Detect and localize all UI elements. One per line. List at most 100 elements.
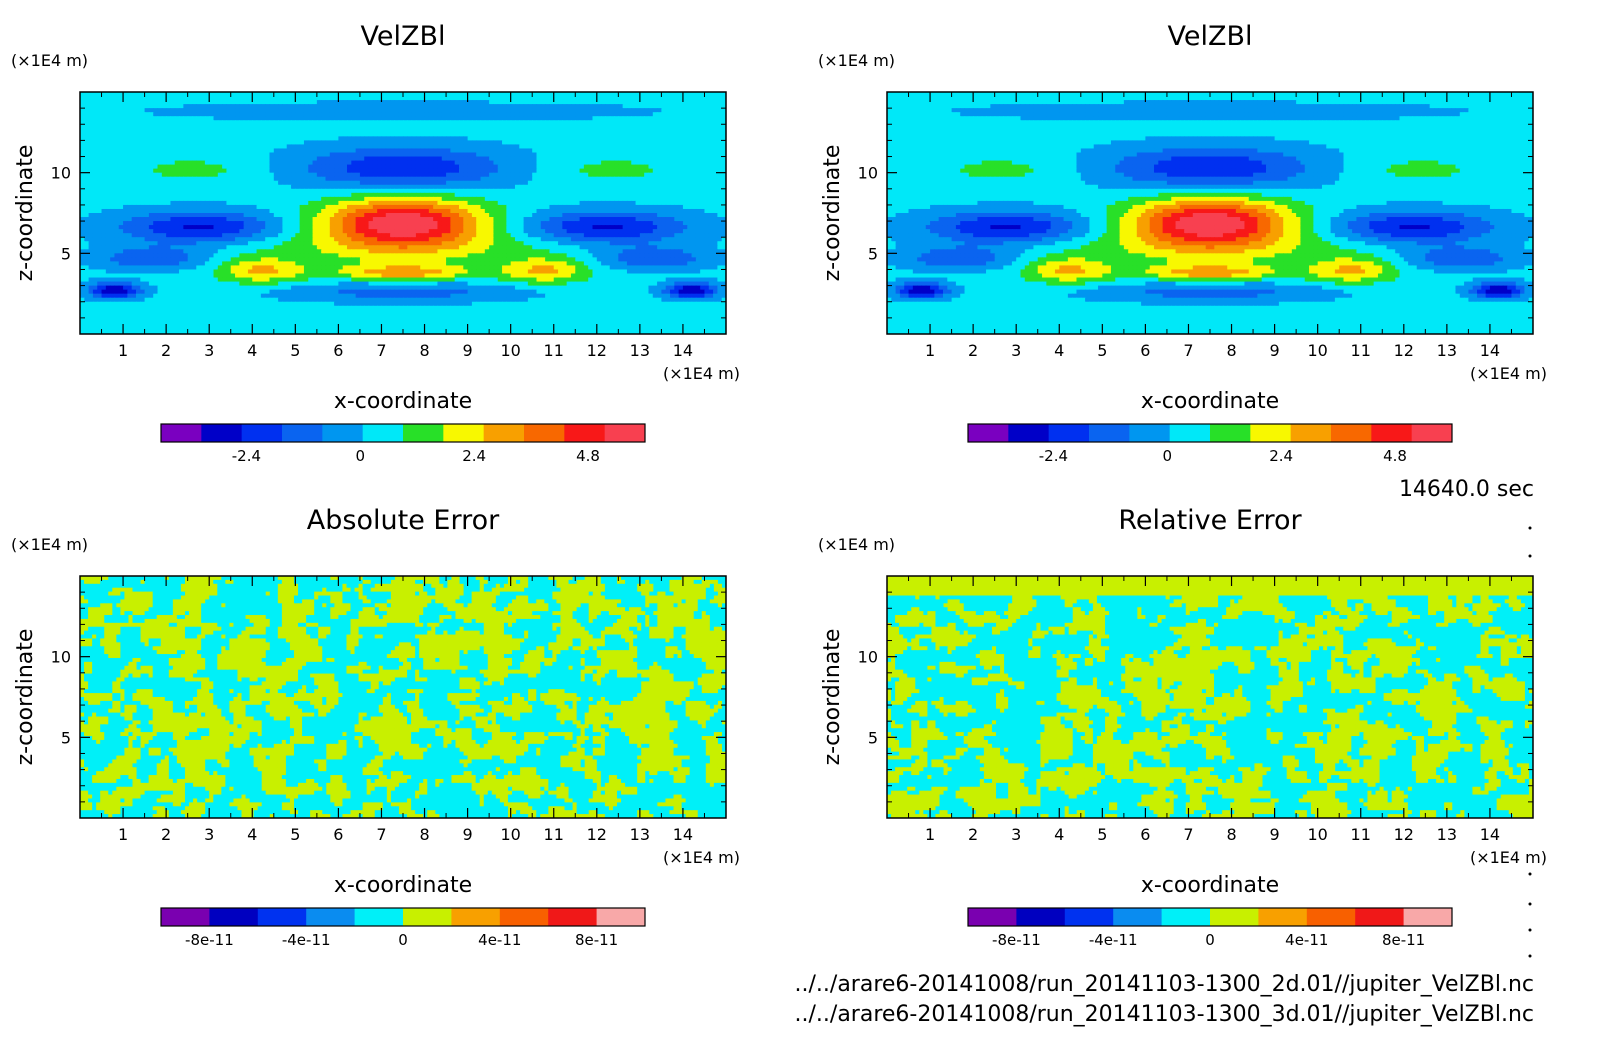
field-cell [114,136,120,141]
field-cell [639,164,645,170]
field-cell [347,156,352,162]
field-cell [252,172,258,178]
field-cell [545,213,551,218]
field-cell [364,192,370,198]
field-cell [510,184,516,190]
field-cell [717,108,723,113]
field-cell [329,136,335,141]
field-cell [170,132,176,137]
field-cell [101,128,107,133]
field-cell [88,148,94,154]
field-cell [407,140,413,146]
field-cell [424,112,430,117]
field-cell [467,213,473,218]
field-cell [105,225,111,230]
field-cell [338,160,344,166]
field-cell [626,192,632,198]
field-cell [704,116,710,121]
field-cell [708,164,714,170]
field-cell [295,124,301,129]
field-cell [286,124,292,129]
field-cell [618,92,624,97]
field-cell [545,156,551,162]
field-cell [588,192,594,198]
field-cell [450,180,456,186]
field-cell [441,156,447,162]
field-cell [144,156,150,162]
field-cell [398,120,404,125]
field-cell [140,176,146,182]
field-cell [670,124,675,129]
field-cell [596,108,602,113]
field-cell [558,188,563,194]
field-cell [549,156,555,162]
field-cell [161,148,167,154]
field-cell [191,140,197,146]
field-cell [282,204,288,210]
field-cell [144,92,150,97]
field-cell [458,136,464,141]
field-cell [721,148,726,154]
field-cell [101,116,107,121]
field-cell [286,221,292,226]
field-cell [316,116,322,121]
field-cell [239,225,245,230]
field-cell [166,136,172,141]
field-cell [458,96,464,101]
field-cell [670,152,675,158]
field-cell [420,100,426,105]
field-cell [157,225,163,230]
field-cell [467,217,473,222]
field-cell [135,100,141,105]
field-cell [446,221,451,226]
field-cell [536,204,542,210]
field-cell [80,112,85,117]
field-cell [428,172,434,178]
field-cell [235,204,240,210]
field-cell [217,148,223,154]
field-cell [222,92,228,97]
field-cell [497,217,503,222]
field-cell [523,120,529,125]
field-cell [217,124,223,129]
field-cell [394,140,400,146]
field-cell [334,180,339,186]
field-cell [239,132,245,137]
field-cell [131,172,137,178]
field-cell [381,108,387,113]
field-cell [579,200,585,206]
field-cell [377,217,383,222]
field-cell [484,160,490,166]
field-cell [519,184,525,190]
field-cell [92,217,98,222]
field-cell [394,128,400,133]
field-cell [652,188,658,194]
field-cell [260,221,266,226]
field-cell [687,92,693,97]
field-cell [235,176,240,182]
field-cell [428,196,434,202]
field-cell [183,184,189,190]
field-cell [282,120,288,125]
field-cell [476,148,482,154]
field-cell [269,108,275,113]
field-cell [562,200,568,206]
field-cell [527,156,533,162]
field-cell [312,217,318,222]
field-cell [657,152,662,158]
field-cell [678,144,684,150]
field-cell [674,128,680,133]
field-cell [506,140,512,146]
field-cell [562,144,568,150]
field-cell [265,200,271,206]
field-cell [454,200,460,206]
field-cell [614,192,619,198]
field-cell [321,136,327,141]
field-cell [420,213,426,218]
field-cell [118,132,124,137]
field-cell [614,112,619,117]
field-cell [398,180,404,186]
field-cell [334,136,339,141]
field-cell [631,217,637,222]
field-cell [321,96,327,101]
